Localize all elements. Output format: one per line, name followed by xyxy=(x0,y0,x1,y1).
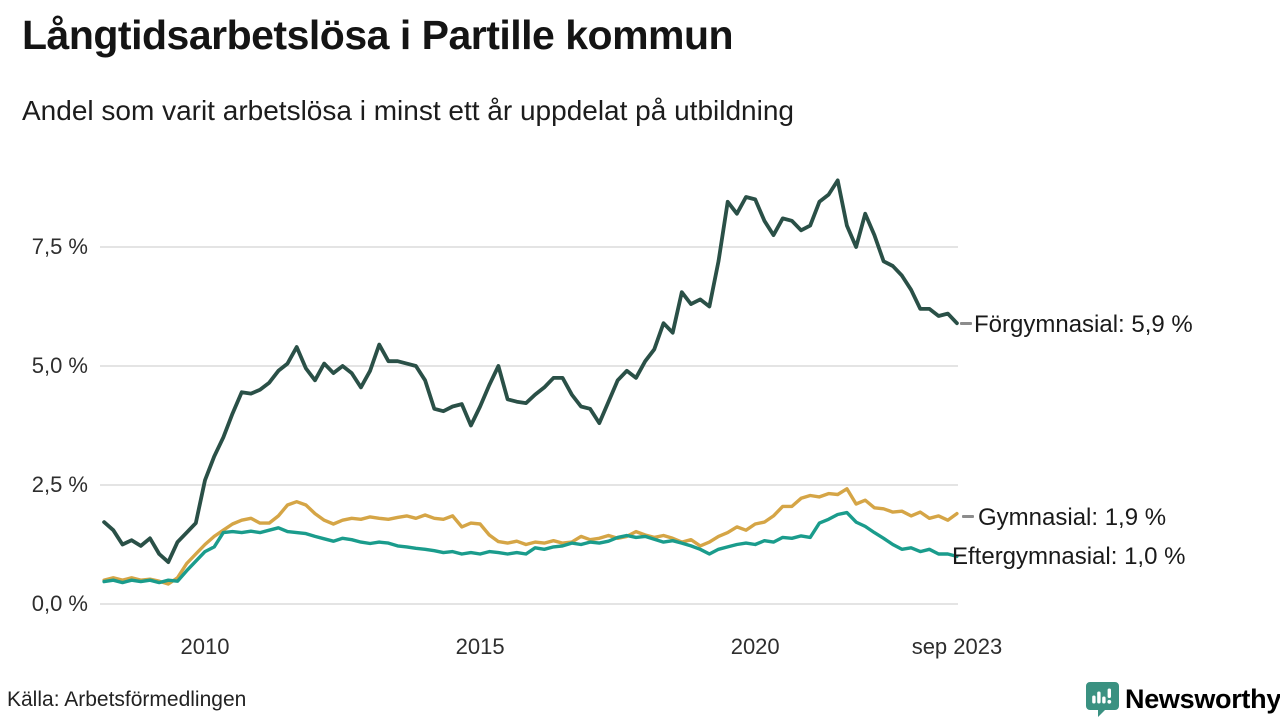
y-axis-tick-label: 0,0 % xyxy=(31,591,88,616)
forgymnasial-callout-dash xyxy=(960,322,972,325)
line-series-gymnasial xyxy=(102,487,959,586)
line-series-eftergymnasial xyxy=(102,510,959,585)
newsworthy-logo-text: Newsworthy xyxy=(1125,684,1280,714)
gymnasial-callout-dash xyxy=(962,515,974,518)
x-axis-tick-label: 2015 xyxy=(455,634,505,659)
newsworthy-logo: Newsworthy xyxy=(1086,681,1280,720)
y-axis-tick-label: 2,5 % xyxy=(31,472,88,497)
x-axis-tick-label: sep 2023 xyxy=(911,634,1003,659)
page-title: Långtidsarbetslösa i Partille kommun xyxy=(22,12,734,58)
y-axis-tick-label: 5,0 % xyxy=(31,353,88,378)
x-axis-tick-label: 2010 xyxy=(180,634,230,659)
page-subtitle: Andel som varit arbetslösa i minst ett å… xyxy=(22,95,794,126)
source-note: Källa: Arbetsförmedlingen xyxy=(7,688,247,711)
line-series-förgymnasial xyxy=(102,178,959,564)
speech-bubble-bar-chart-icon xyxy=(1086,681,1119,720)
x-axis-tick-label: 2020 xyxy=(730,634,780,659)
series-end-label-eftergymnasial: Eftergymnasial: 1,0 % xyxy=(952,543,1186,570)
series-end-label-forgymnasial: Förgymnasial: 5,9 % xyxy=(974,311,1193,338)
y-axis-tick-label: 7,5 % xyxy=(31,234,88,259)
series-end-label-gymnasial: Gymnasial: 1,9 % xyxy=(978,504,1167,531)
